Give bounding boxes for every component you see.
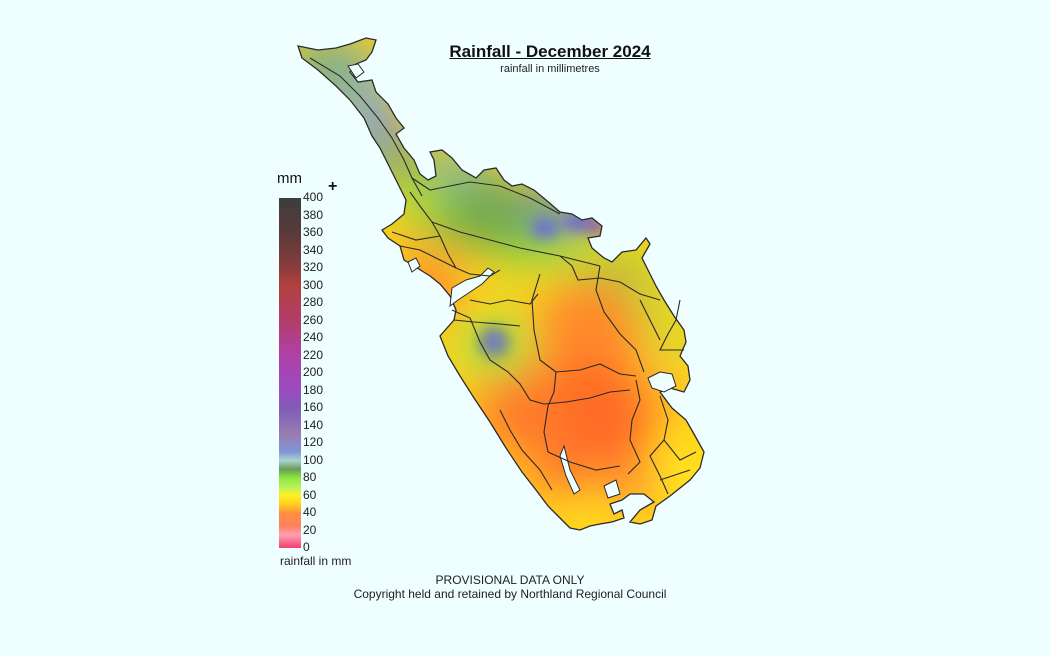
legend-color-bar [279, 198, 301, 548]
legend-tick: 340 [303, 242, 324, 257]
legend-tick: 260 [303, 312, 324, 327]
legend-tick: 280 [303, 295, 324, 309]
harbours [347, 63, 677, 499]
legend-tick: 360 [303, 225, 324, 239]
legend-tick: 200 [303, 365, 324, 379]
provisional-notice: PROVISIONAL DATA ONLY [435, 573, 585, 587]
legend-tick: 80 [303, 470, 317, 484]
legend-tick: 300 [303, 277, 324, 292]
legend-tick: 140 [303, 417, 324, 432]
copyright-notice: Copyright held and retained by Northland… [353, 587, 667, 601]
legend-tick: 240 [303, 330, 324, 344]
legend-caption: rainfall in mm [280, 554, 352, 568]
legend-tick-labels: 400 380 360 340 320 300 280 260 240 220 … [303, 191, 343, 553]
legend-tick: 120 [303, 435, 324, 449]
map-subtitle: rainfall in millimetres [500, 63, 600, 75]
legend-tick: 20 [303, 522, 317, 537]
legend-tick: 160 [303, 400, 324, 414]
legend-overflow-marker: + [328, 178, 338, 195]
legend-unit-label: mm [277, 170, 302, 187]
legend-tick: 380 [303, 207, 324, 222]
legend-tick: 40 [303, 505, 317, 519]
legend-tick: 0 [303, 540, 310, 554]
legend-tick: 180 [303, 382, 324, 397]
district-boundaries [309, 57, 697, 495]
legend-tick: 320 [303, 260, 324, 274]
map-title: Rainfall - December 2024 [449, 42, 651, 61]
legend-tick: 400 [303, 190, 324, 204]
legend-tick: 100 [303, 452, 324, 467]
legend-tick: 220 [303, 347, 324, 362]
legend-tick: 60 [303, 487, 317, 502]
